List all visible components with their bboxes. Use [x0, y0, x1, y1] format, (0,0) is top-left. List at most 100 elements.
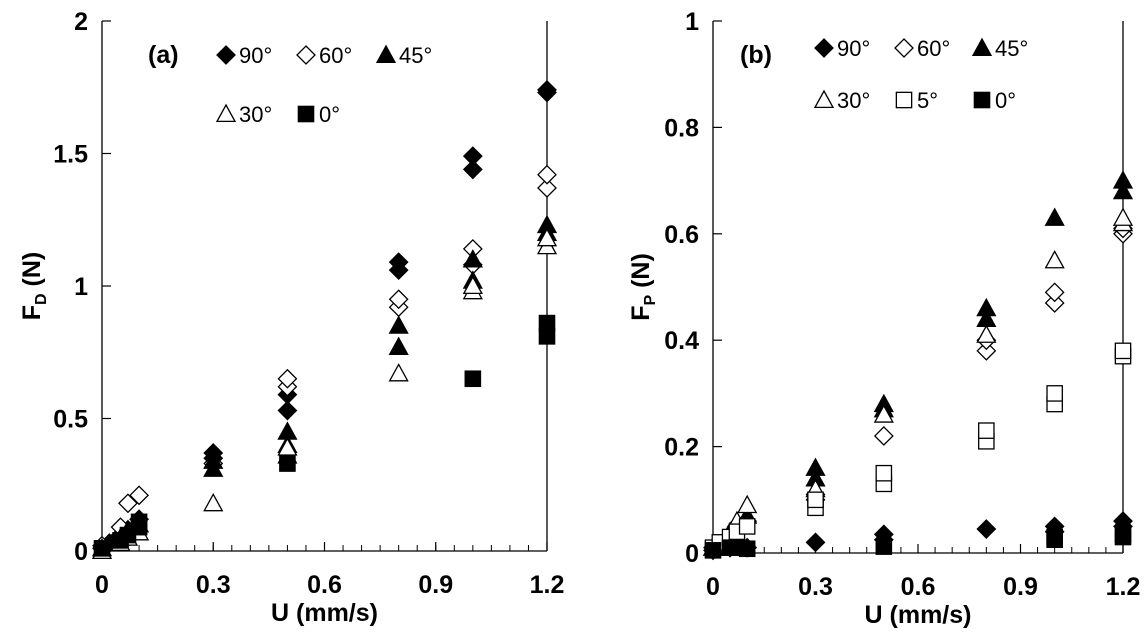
data-point: [976, 519, 997, 539]
series-60°: [703, 218, 1133, 558]
x-axis-title: U (mm/s): [865, 601, 972, 629]
series-45°: [91, 214, 558, 557]
legend-entry: 5°: [895, 88, 938, 113]
y-tick-label: 0.2: [664, 434, 699, 462]
data-point: [388, 289, 409, 310]
x-tick-label: 0.9: [1003, 573, 1038, 601]
x-tick-label: 1.2: [1106, 573, 1141, 601]
y-tick-label: 1.5: [53, 141, 88, 169]
data-point: [738, 518, 756, 535]
data-point: [875, 464, 893, 482]
x-tick-label: 0.3: [196, 571, 231, 599]
data-point: [129, 485, 150, 506]
y-axis-title-unit: (N): [627, 253, 655, 295]
data-point: [1112, 170, 1134, 189]
data-point: [277, 368, 298, 389]
data-point: [1044, 282, 1065, 303]
data-point: [1046, 385, 1063, 402]
y-tick-label: 1: [685, 8, 699, 36]
data-point: [737, 494, 758, 514]
y-tick-label: 0.5: [53, 406, 88, 434]
legend-label: 90°: [239, 43, 272, 68]
data-point: [279, 455, 296, 472]
data-point: [537, 178, 557, 198]
data-point: [538, 314, 556, 332]
data-point: [807, 491, 824, 509]
data-point: [1044, 293, 1065, 313]
legend-label: 5°: [917, 88, 938, 113]
x-axis-title: U (mm/s): [271, 599, 378, 627]
data-point: [462, 249, 483, 268]
data-point: [1112, 207, 1134, 226]
legend-marker: [216, 45, 236, 65]
legend-entry: 45°: [971, 36, 1028, 61]
legend-entry: 45°: [375, 43, 432, 68]
data-point: [1112, 180, 1134, 200]
y-axis-title: FD (N): [18, 252, 50, 321]
legend-label: 30°: [837, 88, 870, 113]
legend-marker: [375, 44, 397, 64]
y-axis-title: FP (N): [627, 253, 659, 321]
legend-marker: [973, 91, 991, 109]
y-tick-label: 0: [74, 538, 88, 566]
data-point: [203, 450, 224, 469]
y-axis-title-subscript: P: [642, 295, 659, 306]
legend-label: 60°: [319, 43, 352, 68]
y-tick-label: 0.6: [664, 221, 699, 249]
data-point: [805, 532, 826, 553]
data-point: [976, 324, 997, 343]
panel-label: (a): [148, 41, 179, 69]
x-tick-label: 0.9: [418, 571, 453, 599]
legend-marker: [297, 105, 315, 123]
legend-marker: [215, 103, 237, 123]
legend-entry: 90°: [216, 43, 272, 68]
data-point: [388, 363, 409, 382]
y-axis-title-main: F: [627, 306, 655, 321]
series-45°: [702, 170, 1134, 556]
data-point: [537, 79, 557, 100]
data-point: [388, 315, 409, 334]
data-point: [93, 540, 111, 557]
data-point: [976, 340, 997, 361]
legend-entry: 0°: [973, 88, 1016, 113]
legend-label: 45°: [399, 43, 432, 68]
x-tick-label: 0.6: [901, 573, 936, 601]
legend-label: 0°: [319, 102, 340, 127]
legend-entry: 30°: [813, 88, 870, 113]
data-point: [388, 252, 409, 273]
legend-marker: [971, 37, 993, 57]
data-point: [464, 370, 482, 388]
legend-marker: [814, 38, 834, 58]
series-0°: [93, 314, 556, 557]
data-point: [130, 513, 148, 531]
y-tick-label: 0: [685, 540, 699, 568]
y-axis-title-main: F: [18, 305, 46, 320]
legend-label: 60°: [917, 36, 950, 61]
series-30°: [702, 207, 1134, 556]
data-point: [1114, 526, 1132, 543]
data-point: [462, 275, 483, 295]
x-tick-label: 1.2: [530, 571, 565, 599]
legend-entry: 60°: [894, 36, 950, 61]
data-point: [277, 437, 298, 456]
panel-label: (b): [740, 41, 772, 69]
data-point: [1046, 528, 1063, 546]
data-point: [388, 336, 409, 355]
legend-entry: 60°: [296, 43, 352, 68]
x-tick-label: 0: [95, 571, 109, 599]
legend-label: 30°: [239, 102, 272, 127]
legend-marker: [813, 89, 835, 109]
data-point: [978, 422, 995, 439]
x-tick-label: 0.3: [798, 573, 833, 601]
data-point: [277, 400, 298, 421]
series-30°: [91, 227, 558, 560]
data-point: [462, 146, 483, 167]
chart-panel-a: 0 0.3 0.6 0.9 1.2 0 0.5 1 1.5 2 U (mm/s) FD (N) (a) 9…: [18, 8, 564, 627]
data-point: [738, 540, 756, 558]
data-point: [1114, 342, 1132, 360]
data-point: [537, 164, 557, 185]
data-point: [873, 404, 894, 423]
y-tick-label: 0.4: [664, 327, 699, 355]
legend-entry: 30°: [215, 102, 272, 127]
